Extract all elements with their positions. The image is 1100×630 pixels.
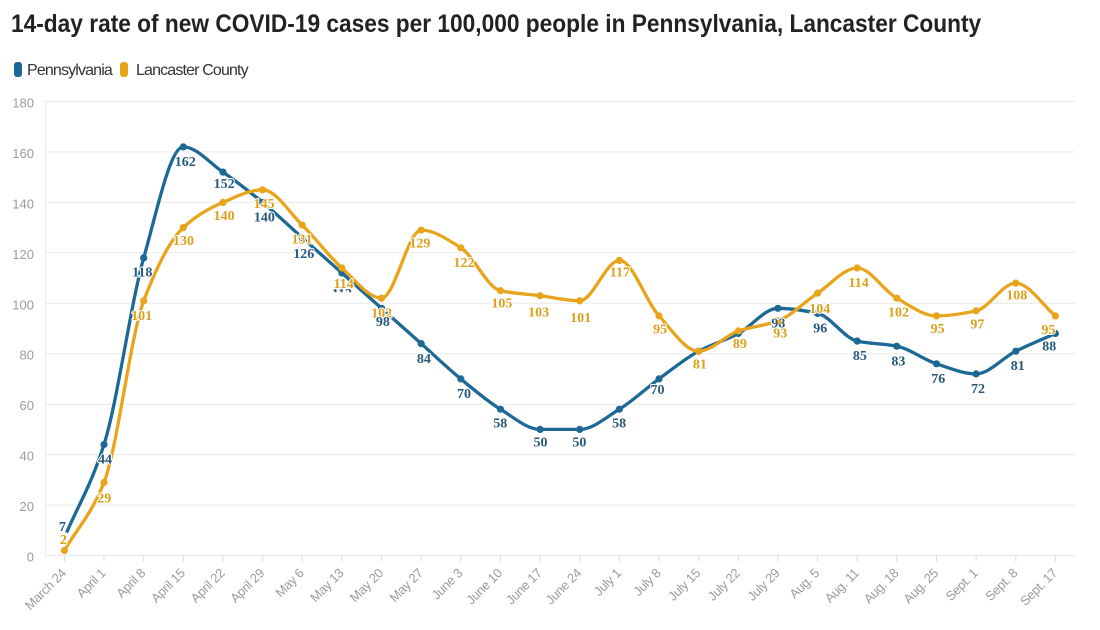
svg-text:93: 93 <box>773 327 787 342</box>
svg-text:131: 131 <box>292 232 313 247</box>
svg-text:122: 122 <box>454 256 475 271</box>
svg-text:July 15: July 15 <box>665 565 703 603</box>
svg-text:May 13: May 13 <box>307 565 347 605</box>
svg-text:81: 81 <box>1011 359 1025 374</box>
svg-text:95: 95 <box>1041 323 1055 338</box>
svg-text:140: 140 <box>12 196 34 211</box>
svg-text:100: 100 <box>12 297 34 312</box>
svg-text:145: 145 <box>254 197 275 212</box>
svg-text:81: 81 <box>693 358 707 373</box>
svg-text:Aug. 18: Aug. 18 <box>861 565 902 606</box>
svg-text:105: 105 <box>491 297 512 312</box>
svg-text:108: 108 <box>1006 289 1027 304</box>
svg-text:May 6: May 6 <box>272 565 307 600</box>
svg-text:160: 160 <box>12 146 34 161</box>
svg-text:114: 114 <box>334 277 354 292</box>
svg-text:89: 89 <box>733 337 747 352</box>
svg-text:50: 50 <box>572 435 586 450</box>
svg-text:50: 50 <box>534 435 548 450</box>
svg-text:130: 130 <box>173 234 194 249</box>
svg-text:2: 2 <box>60 533 67 548</box>
svg-text:Aug. 11: Aug. 11 <box>822 565 862 605</box>
svg-text:58: 58 <box>612 417 626 432</box>
svg-text:101: 101 <box>570 311 591 326</box>
svg-text:72: 72 <box>971 382 985 397</box>
svg-text:126: 126 <box>293 247 314 262</box>
svg-text:95: 95 <box>653 323 667 338</box>
svg-text:98: 98 <box>771 317 785 332</box>
svg-text:120: 120 <box>12 247 34 262</box>
svg-text:April 22: April 22 <box>188 565 228 605</box>
svg-text:83: 83 <box>891 355 905 370</box>
svg-text:70: 70 <box>651 383 665 398</box>
svg-text:Aug. 25: Aug. 25 <box>900 565 941 606</box>
svg-text:117: 117 <box>610 265 630 280</box>
svg-text:60: 60 <box>20 398 34 413</box>
svg-text:76: 76 <box>931 372 945 387</box>
svg-text:April 29: April 29 <box>227 565 267 605</box>
svg-text:114: 114 <box>848 276 868 291</box>
svg-text:April 1: April 1 <box>73 565 108 600</box>
svg-text:103: 103 <box>528 306 549 321</box>
svg-text:98: 98 <box>376 315 390 330</box>
svg-text:95: 95 <box>931 322 945 337</box>
svg-text:Sept. 8: Sept. 8 <box>982 565 1020 603</box>
svg-text:7: 7 <box>59 520 66 535</box>
svg-text:140: 140 <box>254 211 275 226</box>
svg-text:44: 44 <box>98 453 112 468</box>
svg-text:May 20: May 20 <box>347 565 387 605</box>
svg-text:20: 20 <box>20 499 34 514</box>
svg-text:May 27: May 27 <box>386 565 426 605</box>
svg-text:88: 88 <box>1042 340 1056 355</box>
svg-text:180: 180 <box>12 96 34 111</box>
svg-text:April 8: April 8 <box>113 565 148 600</box>
svg-text:85: 85 <box>853 349 867 364</box>
svg-text:Sept. 17: Sept. 17 <box>1017 565 1060 608</box>
svg-text:84: 84 <box>417 352 431 367</box>
svg-text:118: 118 <box>132 266 152 281</box>
svg-text:June 24: June 24 <box>542 565 584 607</box>
svg-text:101: 101 <box>131 309 152 324</box>
svg-text:April 15: April 15 <box>148 565 188 605</box>
svg-text:70: 70 <box>457 387 471 402</box>
svg-text:112: 112 <box>332 287 352 302</box>
svg-text:0: 0 <box>27 550 34 565</box>
svg-text:102: 102 <box>888 305 909 320</box>
svg-text:102: 102 <box>371 306 392 321</box>
svg-text:140: 140 <box>214 209 235 224</box>
svg-text:58: 58 <box>493 417 507 432</box>
svg-text:162: 162 <box>175 155 196 170</box>
svg-text:June 10: June 10 <box>463 565 505 607</box>
svg-text:152: 152 <box>214 177 235 192</box>
svg-text:June 17: June 17 <box>503 565 545 607</box>
svg-text:March 24: March 24 <box>22 565 69 612</box>
svg-text:104: 104 <box>809 302 830 317</box>
svg-text:July 1: July 1 <box>591 565 624 598</box>
svg-text:July 22: July 22 <box>705 565 743 603</box>
svg-text:40: 40 <box>20 449 34 464</box>
svg-text:29: 29 <box>97 491 111 506</box>
svg-text:July 29: July 29 <box>744 565 782 603</box>
svg-text:129: 129 <box>409 237 430 252</box>
svg-text:July 8: July 8 <box>630 565 663 598</box>
svg-text:Sept. 1: Sept. 1 <box>942 565 980 603</box>
svg-text:June 3: June 3 <box>428 565 465 602</box>
svg-text:Aug. 5: Aug. 5 <box>786 565 822 601</box>
svg-text:96: 96 <box>813 321 827 336</box>
svg-text:80: 80 <box>20 348 34 363</box>
svg-text:97: 97 <box>970 318 984 333</box>
